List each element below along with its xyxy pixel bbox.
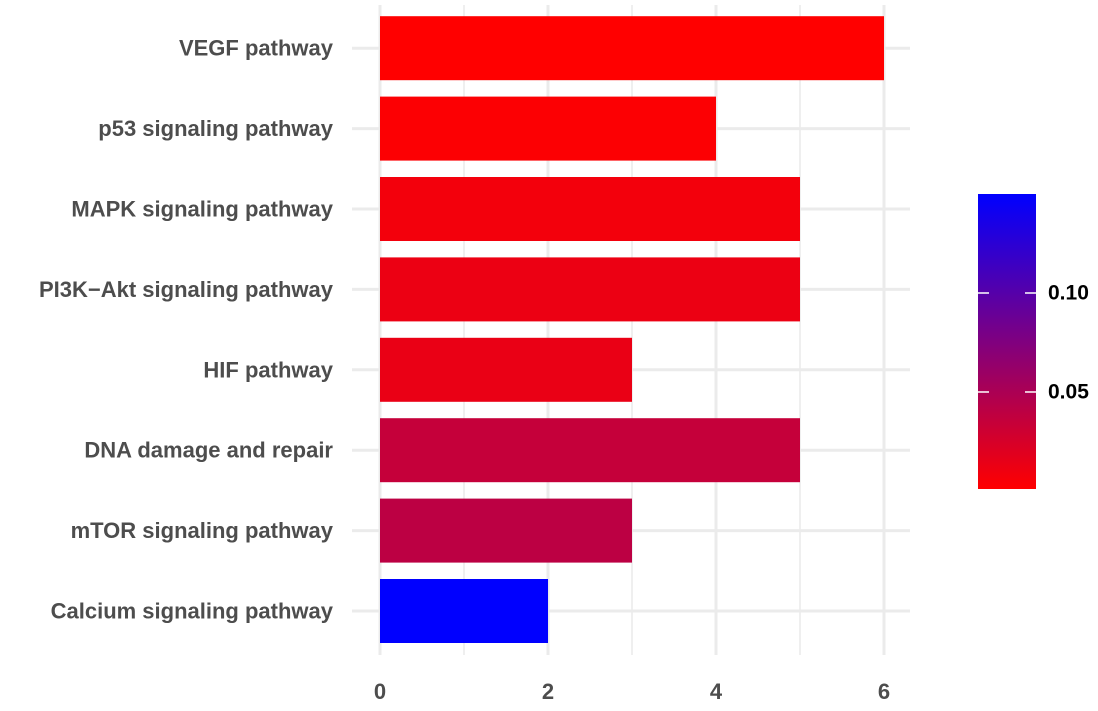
category-label: HIF pathway	[203, 357, 333, 382]
colorbar	[978, 194, 1036, 489]
category-labels: VEGF pathway p53 signaling pathway MAPK si…	[39, 36, 334, 624]
colorbar-ticks: 0.05 0.10	[978, 281, 1089, 403]
category-label: mTOR signaling pathway	[71, 518, 334, 543]
x-tick-label: 0	[374, 679, 386, 704]
colorbar-tick-label: 0.10	[1048, 281, 1089, 304]
category-label: MAPK signaling pathway	[71, 197, 333, 222]
x-tick-label: 6	[878, 679, 890, 704]
category-label: PI3K−Akt signaling pathway	[39, 277, 334, 302]
bar	[380, 16, 884, 81]
x-axis-ticks: 0 2 4 6	[374, 679, 890, 704]
bar	[380, 337, 632, 402]
category-label: DNA damage and repair	[84, 438, 333, 463]
x-tick-label: 4	[710, 679, 723, 704]
bar	[380, 579, 548, 643]
bars	[380, 16, 884, 643]
x-tick-label: 2	[542, 679, 554, 704]
bar	[380, 96, 716, 161]
category-label: VEGF pathway	[179, 36, 334, 61]
bar	[380, 498, 632, 563]
bar	[380, 257, 800, 322]
bar	[380, 418, 800, 483]
colorbar-legend: 0.05 0.10	[978, 194, 1089, 489]
colorbar-tick-label: 0.05	[1048, 380, 1089, 403]
category-label: Calcium signaling pathway	[51, 599, 334, 624]
category-label: p53 signaling pathway	[98, 116, 333, 141]
bar	[380, 177, 800, 241]
